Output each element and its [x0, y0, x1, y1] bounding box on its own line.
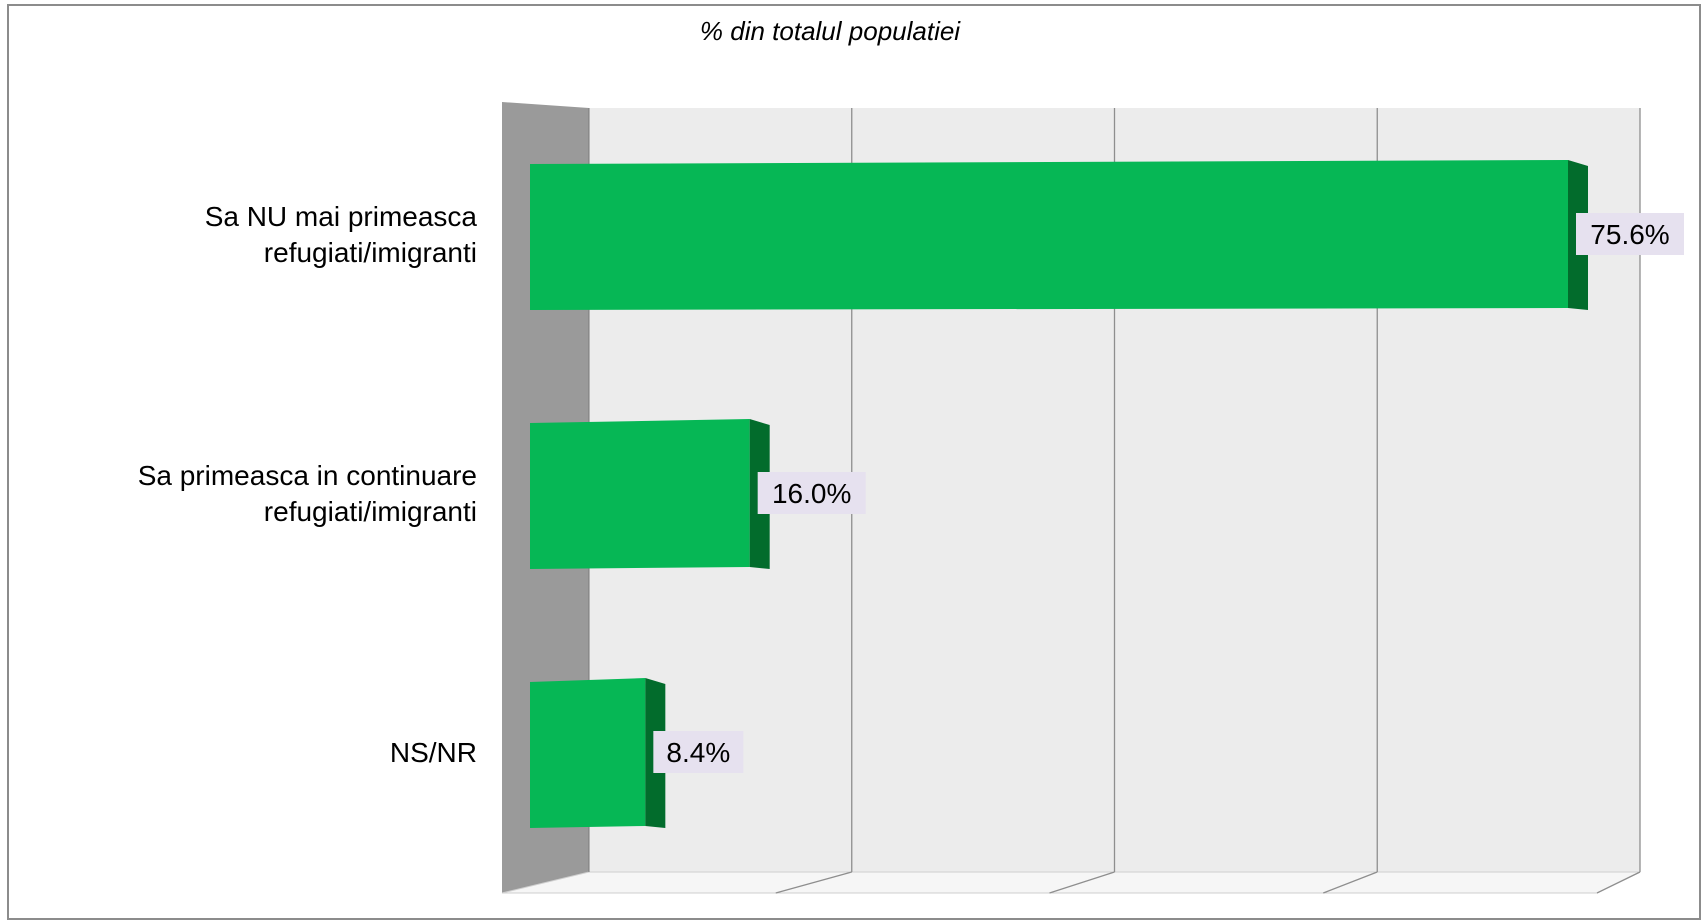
category-label-line: Sa NU mai primeasca — [205, 201, 478, 232]
floor — [501, 871, 1641, 894]
data-label: 16.0% — [772, 478, 851, 509]
gridline-floor — [1049, 871, 1115, 894]
category-label-line: refugiati/imigranti — [264, 496, 477, 527]
data-label-bg — [1576, 213, 1684, 255]
bar-front — [530, 419, 750, 569]
data-label: 8.4% — [666, 737, 730, 768]
gridline-floor — [775, 871, 852, 894]
category-label: Sa primeasca in continuare refugiati/imig… — [138, 460, 477, 527]
data-label: 75.6% — [1590, 219, 1669, 250]
category-label: NS/NR — [390, 737, 477, 768]
gridline-floor — [1323, 871, 1378, 894]
category-label-line: Sa primeasca in continuare — [138, 460, 477, 491]
plot-area: 75.6% Sa NU mai primeasca refugiati/imigra… — [138, 102, 1684, 894]
data-label-bg — [653, 731, 744, 773]
bar-front — [530, 160, 1568, 310]
category-label-line: refugiati/imigranti — [264, 237, 477, 268]
category-label: Sa NU mai primeasca refugiati/imigranti — [205, 201, 478, 268]
gridline-floor — [1596, 871, 1641, 894]
bar-front — [530, 678, 646, 828]
data-label-bg — [757, 472, 866, 514]
category-label-line: NS/NR — [390, 737, 477, 768]
chart-title: % din totalul populatiei — [700, 16, 961, 46]
